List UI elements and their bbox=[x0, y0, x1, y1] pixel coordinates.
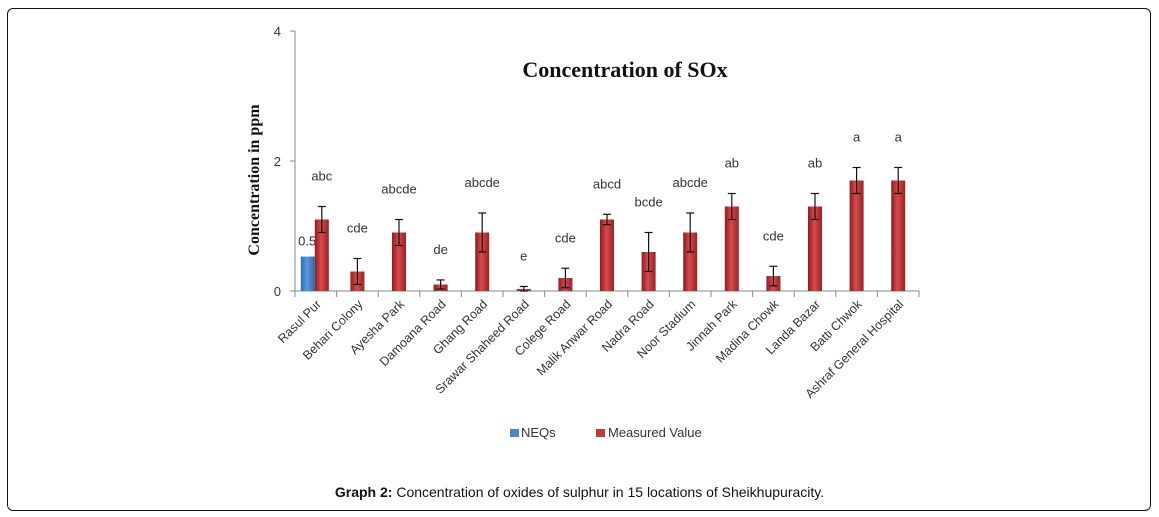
caption-text: Concentration of oxides of sulphur in 15… bbox=[392, 484, 825, 500]
significance-label: de bbox=[433, 242, 447, 257]
legend-label-neqs: NEQs bbox=[521, 425, 556, 440]
bar-measured bbox=[683, 232, 698, 291]
bar-measured bbox=[891, 180, 906, 291]
bar-measured bbox=[600, 219, 614, 291]
figure-caption: Graph 2: Concentration of oxides of sulp… bbox=[0, 484, 1159, 500]
bar-measured bbox=[724, 206, 739, 291]
bar-measured bbox=[475, 232, 490, 291]
bar-neqs bbox=[300, 256, 315, 291]
significance-label: ab bbox=[808, 156, 822, 171]
legend-swatch-neqs bbox=[510, 429, 519, 437]
significance-label: abc bbox=[311, 169, 332, 184]
significance-label: a bbox=[895, 130, 903, 145]
bar-measured bbox=[849, 180, 864, 291]
legend-swatch-measured bbox=[596, 429, 605, 437]
significance-label: abcde bbox=[464, 175, 499, 190]
bar-measured bbox=[392, 232, 406, 291]
significance-label: cde bbox=[347, 221, 368, 236]
significance-label: bcde bbox=[634, 195, 662, 210]
legend-label-measured: Measured Value bbox=[608, 425, 702, 440]
significance-label: ab bbox=[725, 156, 739, 171]
significance-label: abcde bbox=[672, 175, 707, 190]
y-tick-label: 0 bbox=[274, 284, 281, 299]
bar-measured bbox=[808, 206, 822, 291]
significance-label: abcde bbox=[381, 182, 416, 197]
bar-measured bbox=[314, 219, 329, 291]
figure-frame bbox=[7, 8, 1151, 511]
chart-title: Concentration of SOx bbox=[522, 57, 727, 82]
caption-label: Graph 2: bbox=[334, 484, 393, 500]
significance-label: cde bbox=[763, 228, 784, 243]
significance-label: cde bbox=[555, 230, 576, 245]
significance-label: a bbox=[853, 130, 861, 145]
y-tick-label: 2 bbox=[274, 154, 281, 169]
x-tick-label: Malik Anwar Road bbox=[534, 297, 615, 378]
significance-label: abcd bbox=[593, 176, 621, 191]
significance-label: e bbox=[520, 248, 527, 263]
y-axis-label: Concentration in ppm bbox=[246, 104, 263, 256]
y-tick-label: 4 bbox=[274, 24, 281, 39]
